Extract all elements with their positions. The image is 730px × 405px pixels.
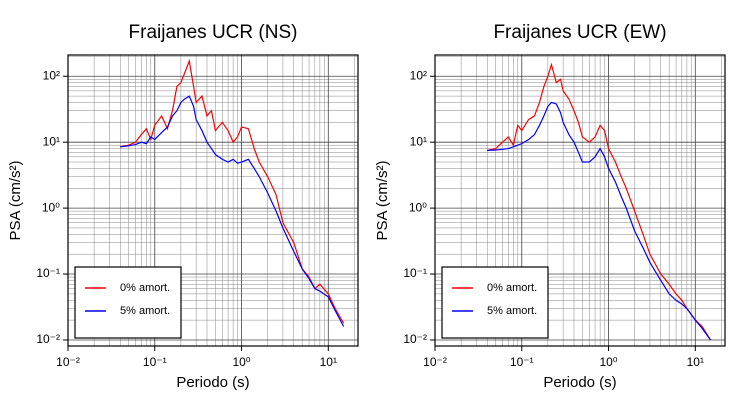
y-tick-label: 10⁻¹ — [36, 266, 60, 280]
legend: 0% amort. 5% amort. — [441, 266, 549, 339]
x-tick-label: 10⁰ — [232, 355, 250, 369]
series-line — [120, 95, 345, 327]
series-line — [487, 101, 712, 341]
y-tick-label: 10² — [410, 68, 427, 82]
y-tick-label: 10¹ — [43, 134, 60, 148]
legend-box — [74, 266, 182, 339]
y-tick-label: 10² — [43, 68, 60, 82]
chart-title: Fraijanes UCR (EW) — [493, 22, 666, 43]
series-line — [487, 62, 712, 341]
x-axis-label: Periodo (s) — [543, 374, 616, 391]
legend-label: 0% amort. — [120, 282, 170, 294]
panel: 10⁻² 10⁻¹ 10⁰ 10¹ 10⁻² 10⁻¹ 10⁰ 10¹ 10² Fraijanes… — [7, 22, 359, 391]
plot-frame — [434, 54, 726, 347]
grid — [434, 55, 725, 346]
x-tick-label: 10⁻² — [56, 355, 80, 369]
legend-label: 5% amort. — [487, 305, 537, 317]
y-tick-label: 10⁻² — [403, 332, 427, 346]
y-axis-label: PSA (cm/s²) — [7, 160, 24, 240]
y-tick-label: 10⁻¹ — [403, 266, 427, 280]
y-tick-label: 10⁰ — [42, 200, 60, 214]
x-tick-label: 10⁰ — [599, 355, 617, 369]
y-tick-label: 10⁻² — [36, 332, 60, 346]
plot-frame — [67, 54, 359, 347]
panel: 10⁻² 10⁻¹ 10⁰ 10¹ 10⁻² 10⁻¹ 10⁰ 10¹ 10² Fraijanes… — [374, 22, 726, 391]
y-tick-label: 10¹ — [410, 134, 427, 148]
chart-title: Fraijanes UCR (NS) — [129, 22, 298, 43]
x-tick-label: 10⁻¹ — [510, 355, 534, 369]
legend: 0% amort. 5% amort. — [74, 266, 182, 339]
series-line — [120, 58, 345, 324]
x-tick-label: 10⁻¹ — [143, 355, 167, 369]
grid — [67, 55, 358, 346]
y-tick-label: 10⁰ — [409, 200, 427, 214]
x-tick-label: 10¹ — [687, 355, 704, 369]
legend-box — [441, 266, 549, 339]
legend-label: 5% amort. — [120, 305, 170, 317]
x-tick-label: 10¹ — [320, 355, 337, 369]
y-axis-label: PSA (cm/s²) — [374, 160, 391, 240]
legend-label: 0% amort. — [487, 282, 537, 294]
x-tick-label: 10⁻² — [423, 355, 447, 369]
x-axis-label: Periodo (s) — [176, 374, 249, 391]
